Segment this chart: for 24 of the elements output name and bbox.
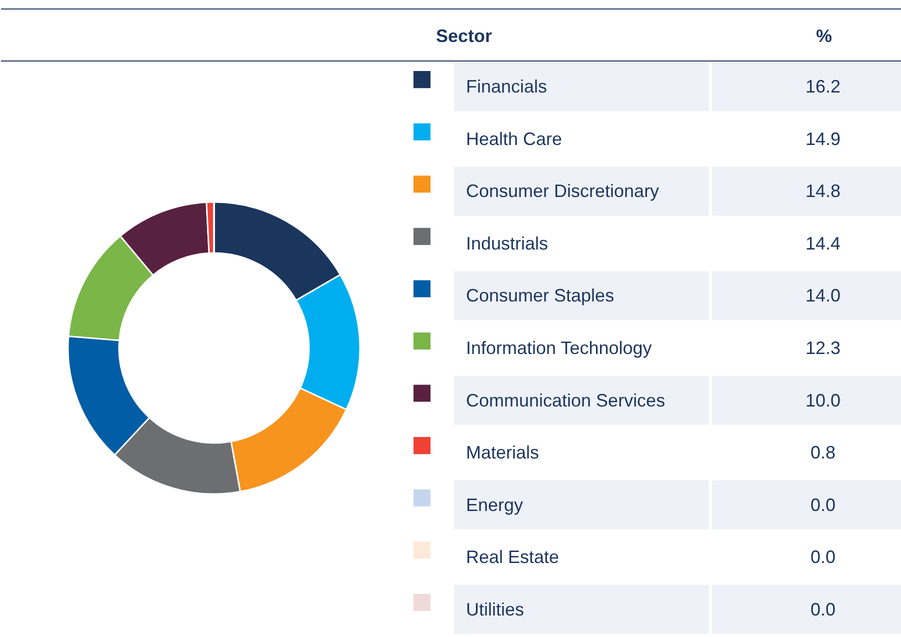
data-label: 12.3 [805, 338, 841, 358]
data-label: 0.8 [810, 442, 836, 463]
legend-label: Consumer Staples [466, 286, 614, 306]
data-label: 16.2 [805, 76, 841, 97]
legend-label: Financials [466, 76, 548, 97]
data-label: 14.9 [805, 128, 841, 149]
legend-title: Sector [436, 26, 492, 46]
legend-label: Materials [466, 442, 540, 463]
data-label: 14.4 [805, 233, 841, 254]
legend-label: Real Estate [466, 547, 560, 568]
data-label: 10.0 [805, 390, 841, 410]
legend-label: Industrials [466, 233, 548, 254]
legend-label: Information Technology [466, 338, 652, 358]
legend-label: Health Care [466, 128, 562, 149]
text: % [816, 26, 832, 46]
data-label: 14.8 [805, 181, 841, 202]
text: 0.0 [810, 599, 836, 620]
legend-label: Consumer Discretionary [466, 181, 660, 202]
legend-label: Energy [466, 494, 524, 515]
data-label: 14.0 [805, 286, 841, 306]
legend-label: Utilities [466, 599, 524, 620]
legend-label: Communication Services [466, 390, 666, 410]
text: 0.0 [810, 547, 836, 568]
text: 0.0 [810, 494, 836, 515]
